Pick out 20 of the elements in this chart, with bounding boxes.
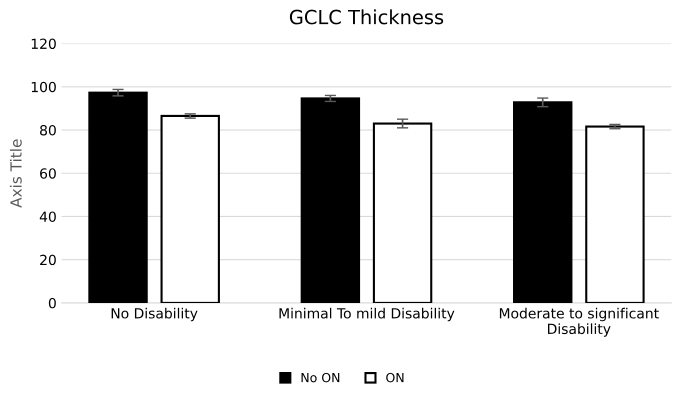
bar xyxy=(372,122,432,303)
y-tick-label: 60 xyxy=(40,168,56,179)
bar xyxy=(88,92,148,303)
y-tick-label: 100 xyxy=(32,82,56,92)
bar xyxy=(513,101,572,303)
y-tick-label: 80 xyxy=(40,124,56,136)
x-tick-label: Moderate to significant Disability xyxy=(500,308,659,337)
x-tick-label: No Disability xyxy=(112,308,198,322)
bar xyxy=(300,97,360,303)
bar xyxy=(585,126,645,303)
legend-label: No ON xyxy=(302,372,340,382)
legend-label: ON xyxy=(386,372,404,382)
chart-title: GCLC Thickness xyxy=(290,9,444,24)
x-tick-label: Minimal To mild Disability xyxy=(279,308,454,322)
bar xyxy=(160,114,220,303)
y-axis-title: Axis Title xyxy=(10,139,22,208)
y-tick-label: 20 xyxy=(40,254,56,266)
y-tick-label: 40 xyxy=(40,211,56,222)
y-tick-label: 0 xyxy=(48,298,56,308)
y-tick-label: 120 xyxy=(32,38,56,50)
